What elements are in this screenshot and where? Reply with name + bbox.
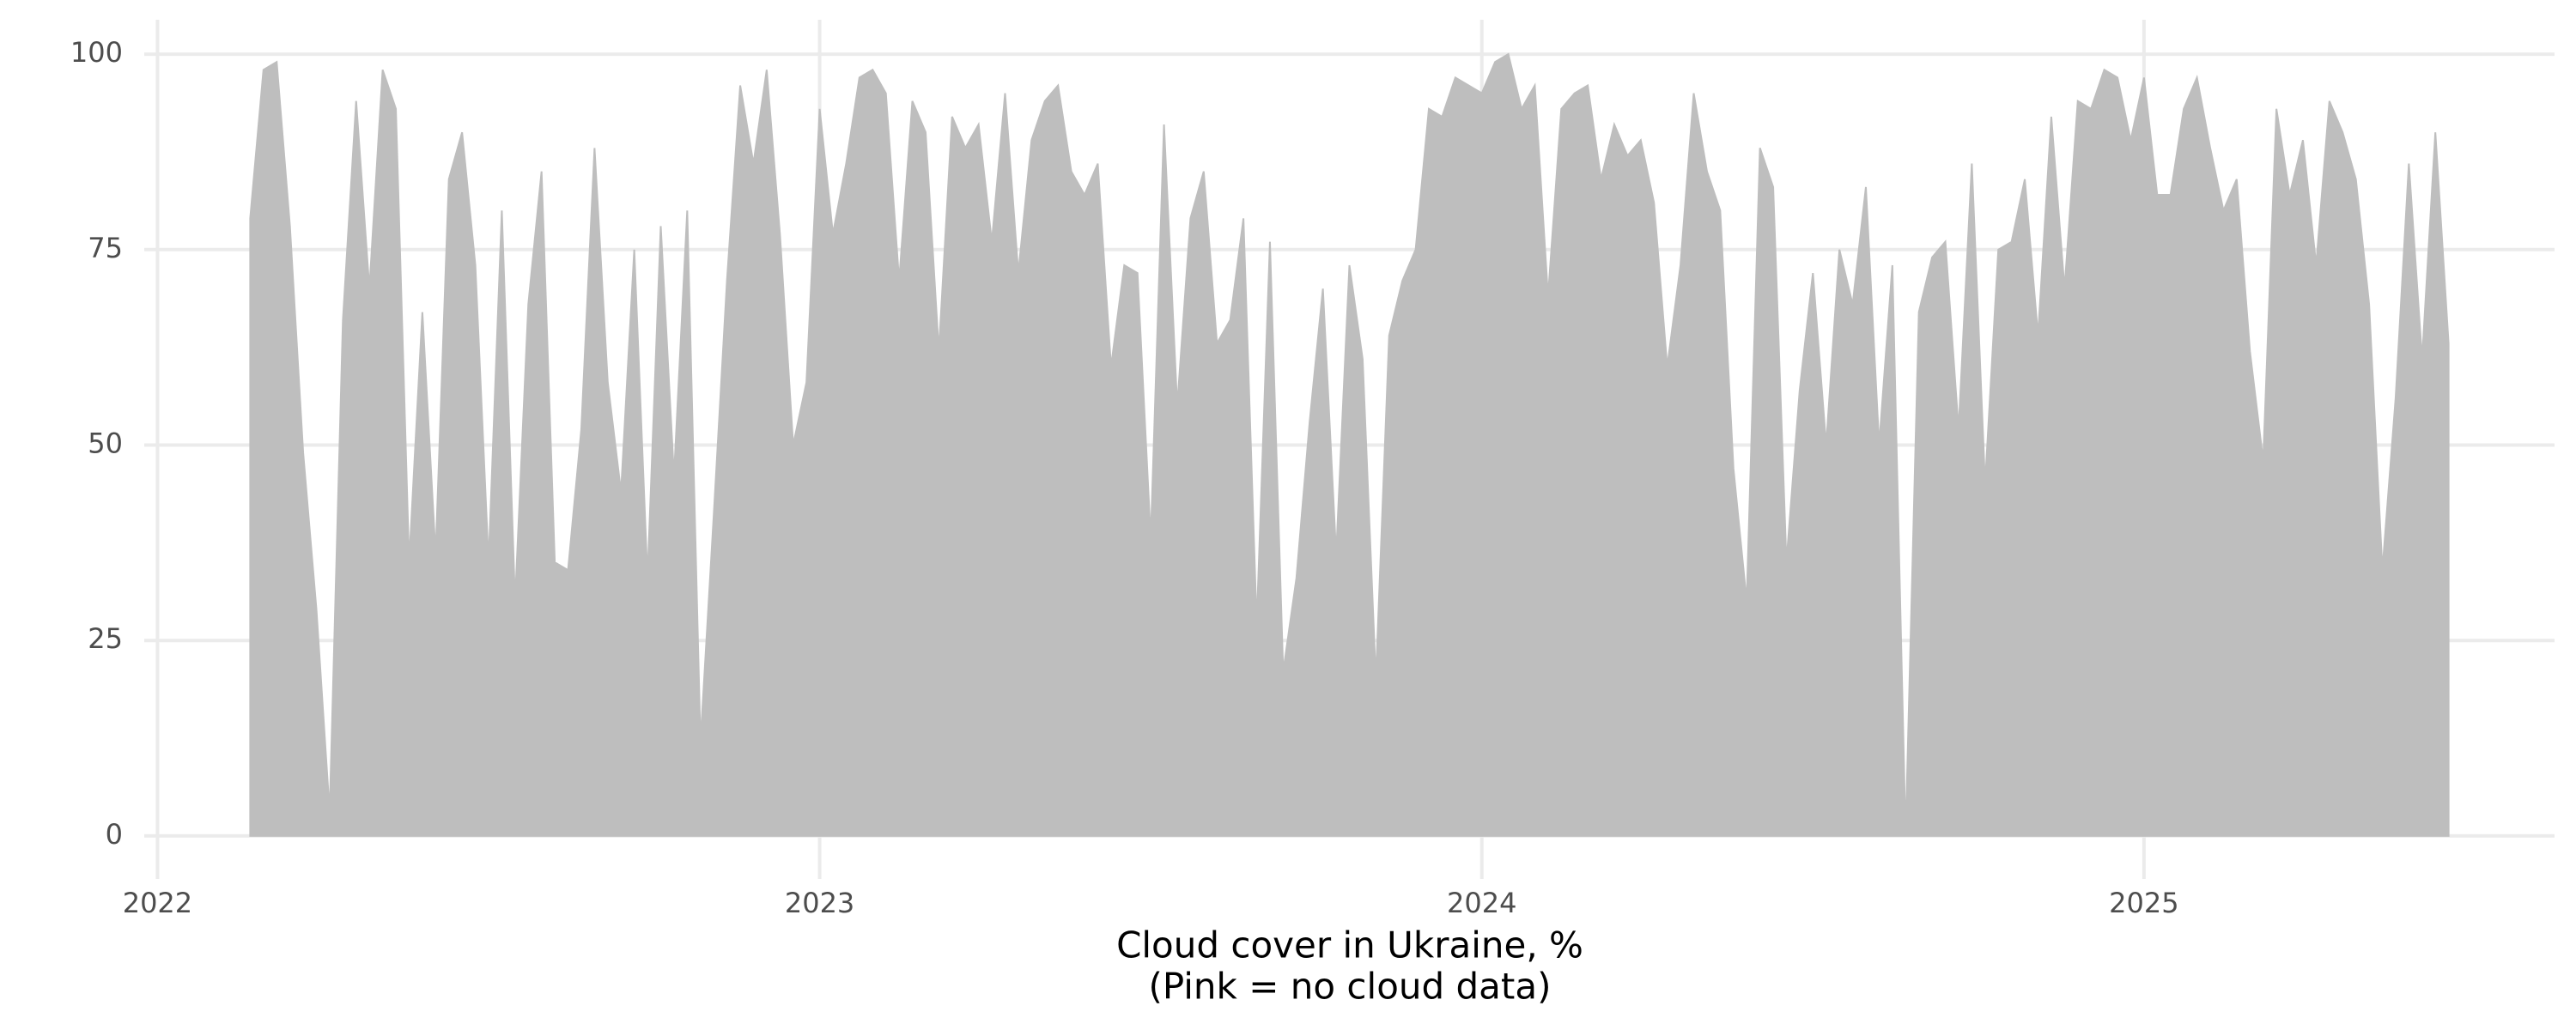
x-tick-label: 2024 — [1447, 887, 1516, 919]
area — [249, 52, 2450, 837]
y-tick-label: 75 — [88, 232, 123, 264]
y-tick-label: 25 — [88, 622, 123, 655]
y-tick-label: 0 — [106, 818, 123, 851]
x-axis-label: Cloud cover in Ukraine, % — [1116, 924, 1583, 966]
x-axis-note: (Pink = no cloud data) — [1148, 966, 1551, 1008]
labels: 0 25 50 75 100 2022 2023 2024 2025 — [70, 36, 2179, 919]
y-tick-label: 100 — [70, 36, 123, 69]
x-tick-label: 2025 — [2109, 887, 2178, 919]
y-tick-label: 50 — [88, 427, 123, 460]
x-tick-label: 2022 — [123, 887, 192, 919]
marks — [249, 52, 2450, 837]
x-tick-label: 2023 — [785, 887, 854, 919]
